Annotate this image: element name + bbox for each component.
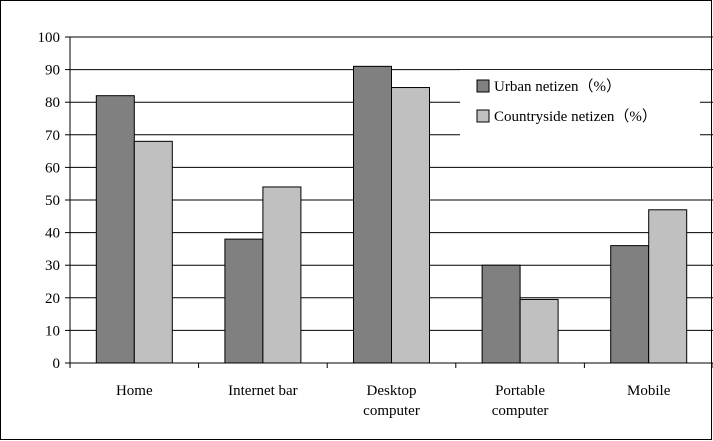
y-tick-label: 50 <box>45 193 60 209</box>
bar-countryside-3 <box>519 298 559 364</box>
x-tick-label: Internet bar <box>228 383 298 399</box>
legend-label-countryside: Countryside netizen（%） <box>494 108 657 125</box>
y-tick-label: 20 <box>45 291 60 307</box>
x-tick-label: Home <box>116 383 153 399</box>
bars <box>95 65 688 364</box>
axes: 0 10 20 30 40 50 60 70 80 90 100 Home Internet bar De… <box>38 30 713 419</box>
y-tick-label: 0 <box>53 356 61 372</box>
bar-countryside-2 <box>391 87 430 364</box>
legend-swatch-countryside <box>476 109 490 123</box>
x-tick-label: computer <box>492 403 549 419</box>
legend-label-urban: Urban netizen（%） <box>494 78 621 95</box>
y-tick-label: 100 <box>38 30 61 46</box>
x-tick-label: Desktop <box>367 383 417 399</box>
bar-countryside-1 <box>262 186 302 364</box>
legend-box <box>460 70 700 136</box>
x-tick-label: Portable <box>495 383 545 399</box>
bar-urban-4 <box>610 245 650 364</box>
x-tick-label: computer <box>363 403 420 419</box>
y-tick-label: 70 <box>45 128 60 144</box>
bar-countryside-4 <box>648 209 688 364</box>
legend-swatch-urban <box>476 79 490 93</box>
y-tick-label: 60 <box>45 160 60 176</box>
bar-urban-3 <box>481 264 521 364</box>
bar-urban-2 <box>353 65 392 364</box>
y-tick-label: 10 <box>45 323 60 339</box>
y-tick-label: 30 <box>45 258 60 274</box>
bar-countryside-0 <box>133 140 173 364</box>
bar-urban-0 <box>95 95 135 364</box>
x-tick-label: Mobile <box>627 383 671 399</box>
bar-urban-1 <box>224 238 264 364</box>
legend: Urban netizen（%） Countryside netizen（%） <box>460 70 700 136</box>
y-tick-label: 80 <box>45 95 60 111</box>
y-tick-label: 40 <box>45 226 60 242</box>
y-tick-label: 90 <box>45 63 60 79</box>
